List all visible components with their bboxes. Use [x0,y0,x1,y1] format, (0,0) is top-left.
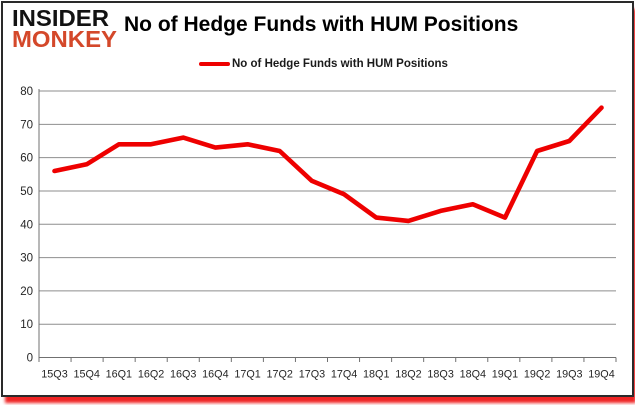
logo-word-monkey: MONKEY [12,26,117,52]
x-tick-label: 18Q3 [427,369,453,381]
x-tick-label: 18Q1 [363,369,389,381]
logo-word-insider: INSIDER [12,5,110,31]
y-tick-label: 10 [20,319,33,331]
insider-monkey-logo: INSIDER MONKEY [12,7,117,51]
y-tick-label: 50 [20,186,33,198]
x-tick-label: 19Q3 [556,369,582,381]
x-tick-label: 17Q1 [234,369,260,381]
legend-label: No of Hedge Funds with HUM Positions [232,58,448,70]
x-tick-label: 17Q4 [331,369,357,381]
x-tick-label: 17Q3 [299,369,325,381]
chart-legend: No of Hedge Funds with HUM Positions [199,58,448,70]
y-tick-label: 60 [20,153,33,165]
x-tick-label: 19Q4 [588,369,614,381]
x-tick-label: 19Q1 [492,369,518,381]
x-tick-label: 15Q4 [73,369,99,381]
chart-panel: INSIDER MONKEY No of Hedge Funds with HU… [1,1,634,397]
x-tick-label: 16Q3 [170,369,196,381]
y-tick-label: 30 [20,253,33,265]
x-tick-label: 17Q2 [267,369,293,381]
chart-plot-area: 0 10 20 30 40 50 60 70 80 15Q3 15Q4 16Q1 16Q2 16Q3 16Q… [20,86,617,381]
x-tick-label: 19Q2 [524,369,550,381]
x-tick-label: 16Q2 [138,369,164,381]
legend-line-marker [199,62,230,66]
y-tick-label: 80 [20,86,33,98]
x-tick-label: 15Q3 [41,369,67,381]
x-tick-label: 16Q4 [202,369,228,381]
x-tick-label: 18Q2 [395,369,421,381]
series-line [52,105,604,224]
y-tick-label: 40 [20,219,33,231]
x-tick-label: 18Q4 [460,369,486,381]
chart-title: No of Hedge Funds with HUM Positions [124,13,519,36]
y-tick-label: 0 [27,353,33,365]
y-tick-label: 70 [20,119,33,131]
y-tick-label: 20 [20,286,33,298]
x-tick-label: 16Q1 [106,369,132,381]
